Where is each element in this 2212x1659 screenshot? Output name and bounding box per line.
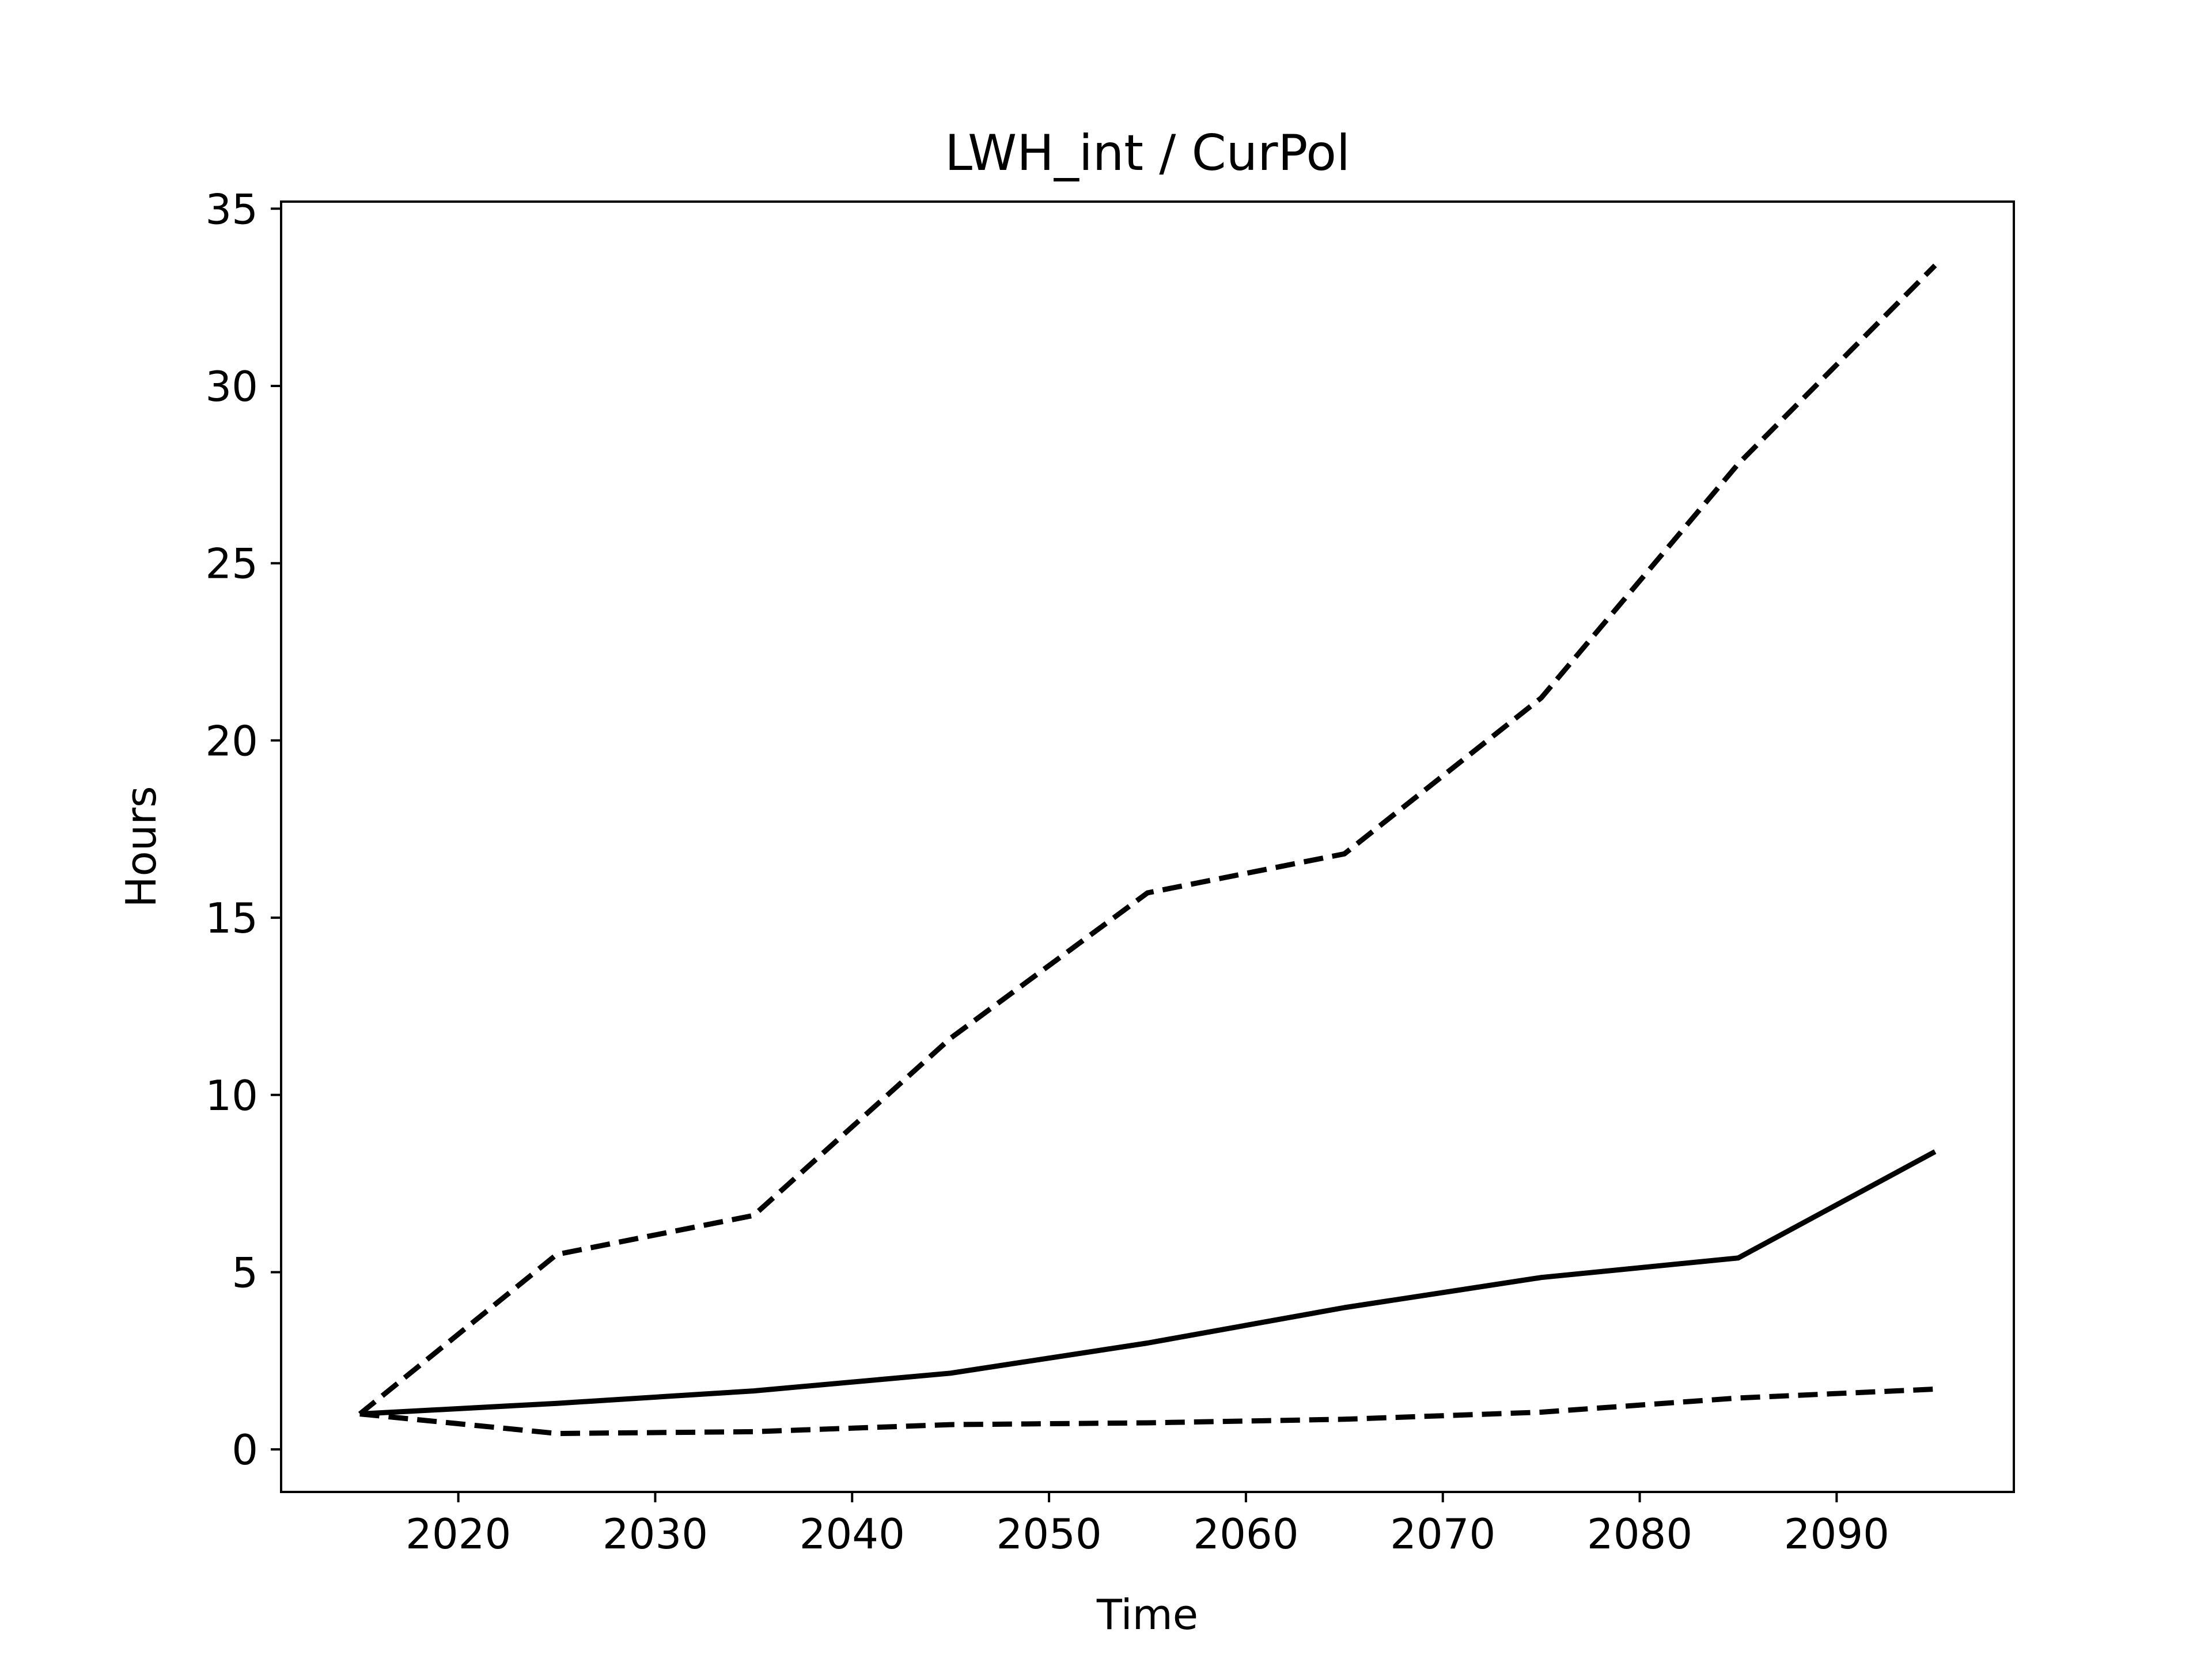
x-axis: 2020 2030 2040 2050 2060 2070 2080 2090 [406, 1492, 1889, 1558]
x-axis-label: Time [1096, 1590, 1198, 1639]
y-tick-label: 5 [232, 1248, 258, 1297]
x-tick-label: 2060 [1193, 1510, 1298, 1558]
series-layer [358, 263, 1937, 1436]
x-tick-label: 2050 [996, 1510, 1101, 1558]
plot-frame [280, 200, 2015, 1493]
series-line-1 [358, 263, 1937, 1416]
y-axis-label: Hours [117, 786, 165, 908]
x-tick-label: 2020 [406, 1510, 511, 1558]
y-tick-label: 20 [205, 717, 258, 765]
x-tick-label: 2070 [1390, 1510, 1495, 1558]
y-tick-label: 0 [232, 1426, 258, 1474]
x-tick-label: 2030 [603, 1510, 708, 1558]
y-tick-label: 10 [205, 1071, 258, 1120]
y-tick-label: 35 [205, 185, 258, 233]
y-tick-label: 15 [205, 894, 258, 942]
y-tick-label: 30 [205, 362, 258, 411]
chart-title: LWH_int / CurPol [945, 124, 1350, 182]
y-axis: 0 5 10 15 20 25 30 35 [205, 185, 281, 1474]
x-tick-label: 2040 [800, 1510, 905, 1558]
series-line-2 [359, 1149, 1937, 1417]
x-tick-label: 2090 [1784, 1510, 1889, 1558]
y-tick-label: 25 [205, 540, 258, 588]
series-line-3 [359, 1387, 1936, 1436]
x-tick-label: 2080 [1587, 1510, 1692, 1558]
